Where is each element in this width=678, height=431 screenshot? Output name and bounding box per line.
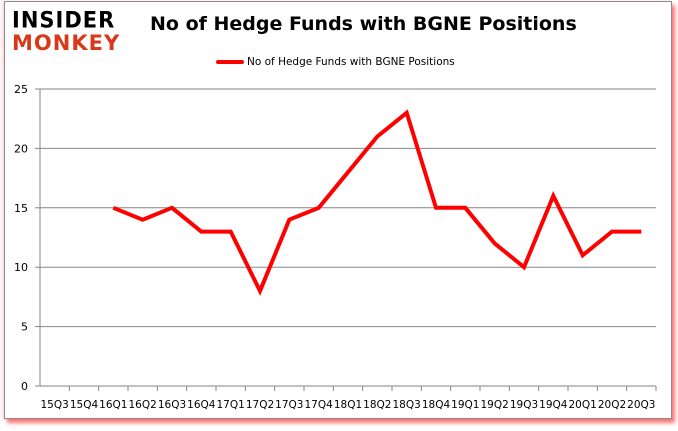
y-tick-label: 0: [21, 380, 28, 393]
x-tick-label: 15Q4: [70, 399, 99, 411]
y-tick-label: 15: [14, 202, 28, 215]
series-line: [112, 109, 642, 296]
legend-label: No of Hedge Funds with BGNE Positions: [247, 56, 455, 68]
x-tick-label: 16Q3: [158, 399, 186, 411]
y-axis: 0 5 10 15 20 25: [14, 83, 41, 393]
x-tick-label: 17Q4: [305, 399, 334, 411]
logo-line-insider: INSIDER: [12, 7, 116, 33]
y-tick-label: 25: [14, 83, 28, 96]
x-tick-label: 18Q1: [334, 399, 362, 411]
x-tick-label: 16Q4: [187, 399, 216, 411]
x-tick-label: 18Q4: [422, 399, 451, 411]
x-tick-label: 18Q3: [393, 399, 421, 411]
y-tick-label: 20: [14, 142, 28, 155]
x-tick-label: 18Q2: [363, 399, 391, 411]
x-tick-label: 17Q2: [246, 399, 274, 411]
logo-line-monkey: MONKEY: [12, 31, 121, 55]
x-tick-label: 19Q2: [481, 399, 509, 411]
x-tick-label: 16Q2: [129, 399, 157, 411]
data-series: [112, 109, 642, 296]
x-tick-label: 16Q1: [99, 399, 127, 411]
x-tick-label: 19Q1: [451, 399, 479, 411]
x-tick-label: 15Q3: [41, 399, 69, 411]
legend-line-swatch-icon: [216, 60, 244, 64]
x-axis: 15Q3 15Q4 16Q1 16Q2 16Q3 16Q4 17Q1 17Q2 17Q3 17Q4…: [40, 385, 657, 411]
x-tick-label: 20Q3: [627, 399, 655, 411]
chart-title: No of Hedge Funds with BGNE Positions: [150, 13, 577, 35]
x-tick-label: 19Q4: [539, 399, 568, 411]
x-tick-label: 19Q3: [510, 399, 538, 411]
chart-legend: No of Hedge Funds with BGNE Positions: [216, 54, 455, 70]
y-tick-label: 5: [21, 321, 28, 334]
gridlines: [40, 88, 656, 328]
insider-monkey-logo: INSIDER MONKEY: [12, 7, 127, 55]
y-tick-label: 10: [14, 261, 28, 274]
x-tick-label: 17Q3: [275, 399, 303, 411]
x-tick-label: 20Q1: [569, 399, 597, 411]
x-tick-label: 17Q1: [217, 399, 245, 411]
x-tick-label: 20Q2: [598, 399, 626, 411]
